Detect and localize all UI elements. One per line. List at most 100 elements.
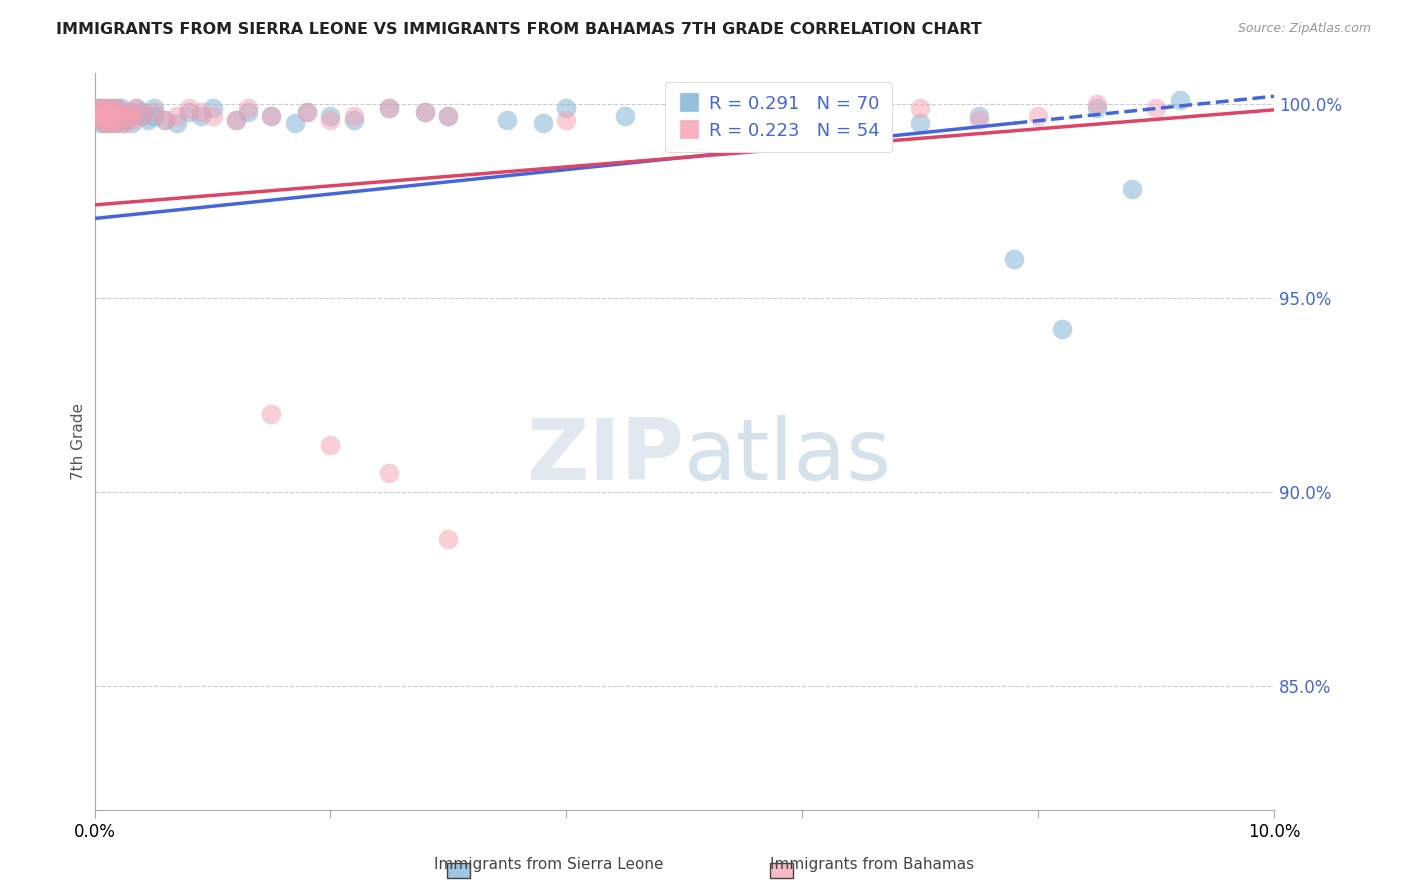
Point — [91, 112, 114, 127]
Point — [90, 104, 112, 119]
Point — [98, 104, 121, 119]
Point — [319, 438, 342, 452]
Point — [94, 116, 117, 130]
Point — [93, 109, 115, 123]
Point — [908, 116, 931, 130]
Point — [118, 109, 141, 123]
Point — [496, 112, 519, 127]
Point — [155, 112, 177, 127]
Point — [93, 116, 115, 130]
Point — [295, 104, 318, 119]
Point — [136, 112, 159, 127]
Point — [86, 109, 108, 123]
Point — [100, 112, 122, 127]
Text: Immigrants from Sierra Leone: Immigrants from Sierra Leone — [433, 857, 664, 872]
Text: Immigrants from Bahamas: Immigrants from Bahamas — [769, 857, 974, 872]
Point — [1085, 101, 1108, 115]
Point — [343, 112, 366, 127]
Point — [87, 101, 110, 115]
Point — [413, 104, 436, 119]
Point — [86, 101, 108, 115]
Point — [107, 104, 129, 119]
Point — [343, 109, 366, 123]
Point — [115, 112, 138, 127]
Y-axis label: 7th Grade: 7th Grade — [72, 403, 86, 480]
Point — [96, 109, 118, 123]
Point — [91, 104, 114, 119]
Point — [107, 112, 129, 127]
Point — [104, 101, 127, 115]
Point — [101, 104, 124, 119]
Point — [107, 109, 129, 123]
Point — [437, 532, 460, 546]
Point — [112, 109, 135, 123]
Point — [110, 101, 132, 115]
Point — [1026, 109, 1049, 123]
Point — [118, 104, 141, 119]
Point — [104, 104, 127, 119]
Point — [967, 109, 990, 123]
Point — [177, 101, 200, 115]
Point — [733, 112, 755, 127]
Point — [378, 101, 401, 115]
Point — [96, 109, 118, 123]
Point — [908, 101, 931, 115]
Point — [190, 109, 212, 123]
Point — [104, 116, 127, 130]
Point — [107, 101, 129, 115]
Point — [97, 109, 120, 123]
Point — [225, 112, 247, 127]
Point — [108, 112, 131, 127]
Point — [93, 101, 115, 115]
Point — [98, 116, 121, 130]
Point — [1121, 182, 1143, 196]
Point — [1168, 93, 1191, 107]
Point — [118, 109, 141, 123]
Point — [614, 109, 637, 123]
Point — [89, 116, 111, 130]
Point — [190, 104, 212, 119]
Point — [94, 104, 117, 119]
Point — [792, 101, 814, 115]
Point — [260, 408, 283, 422]
Point — [125, 101, 148, 115]
Point — [555, 101, 578, 115]
Point — [101, 101, 124, 115]
Point — [98, 104, 121, 119]
Point — [101, 101, 124, 115]
Point — [673, 104, 696, 119]
Point — [555, 112, 578, 127]
Legend: R = 0.291   N = 70, R = 0.223   N = 54: R = 0.291 N = 70, R = 0.223 N = 54 — [665, 82, 891, 153]
Point — [1085, 97, 1108, 112]
Point — [103, 109, 125, 123]
Text: ZIP: ZIP — [526, 415, 685, 498]
Point — [673, 104, 696, 119]
Point — [96, 101, 118, 115]
Point — [96, 104, 118, 119]
Point — [225, 112, 247, 127]
Point — [97, 116, 120, 130]
Point — [100, 112, 122, 127]
Point — [91, 109, 114, 123]
Point — [1050, 322, 1073, 336]
Point — [104, 116, 127, 130]
Point — [96, 112, 118, 127]
Point — [295, 104, 318, 119]
Point — [437, 109, 460, 123]
Point — [87, 109, 110, 123]
Point — [118, 104, 141, 119]
Point — [378, 101, 401, 115]
Point — [155, 112, 177, 127]
Point — [121, 112, 143, 127]
Point — [125, 101, 148, 115]
Point — [319, 109, 342, 123]
Point — [201, 109, 224, 123]
Point — [89, 104, 111, 119]
Point — [378, 466, 401, 480]
Point — [90, 101, 112, 115]
Point — [849, 109, 872, 123]
Point — [111, 116, 134, 130]
Text: IMMIGRANTS FROM SIERRA LEONE VS IMMIGRANTS FROM BAHAMAS 7TH GRADE CORRELATION CH: IMMIGRANTS FROM SIERRA LEONE VS IMMIGRAN… — [56, 22, 981, 37]
Point — [166, 116, 188, 130]
Point — [531, 116, 554, 130]
